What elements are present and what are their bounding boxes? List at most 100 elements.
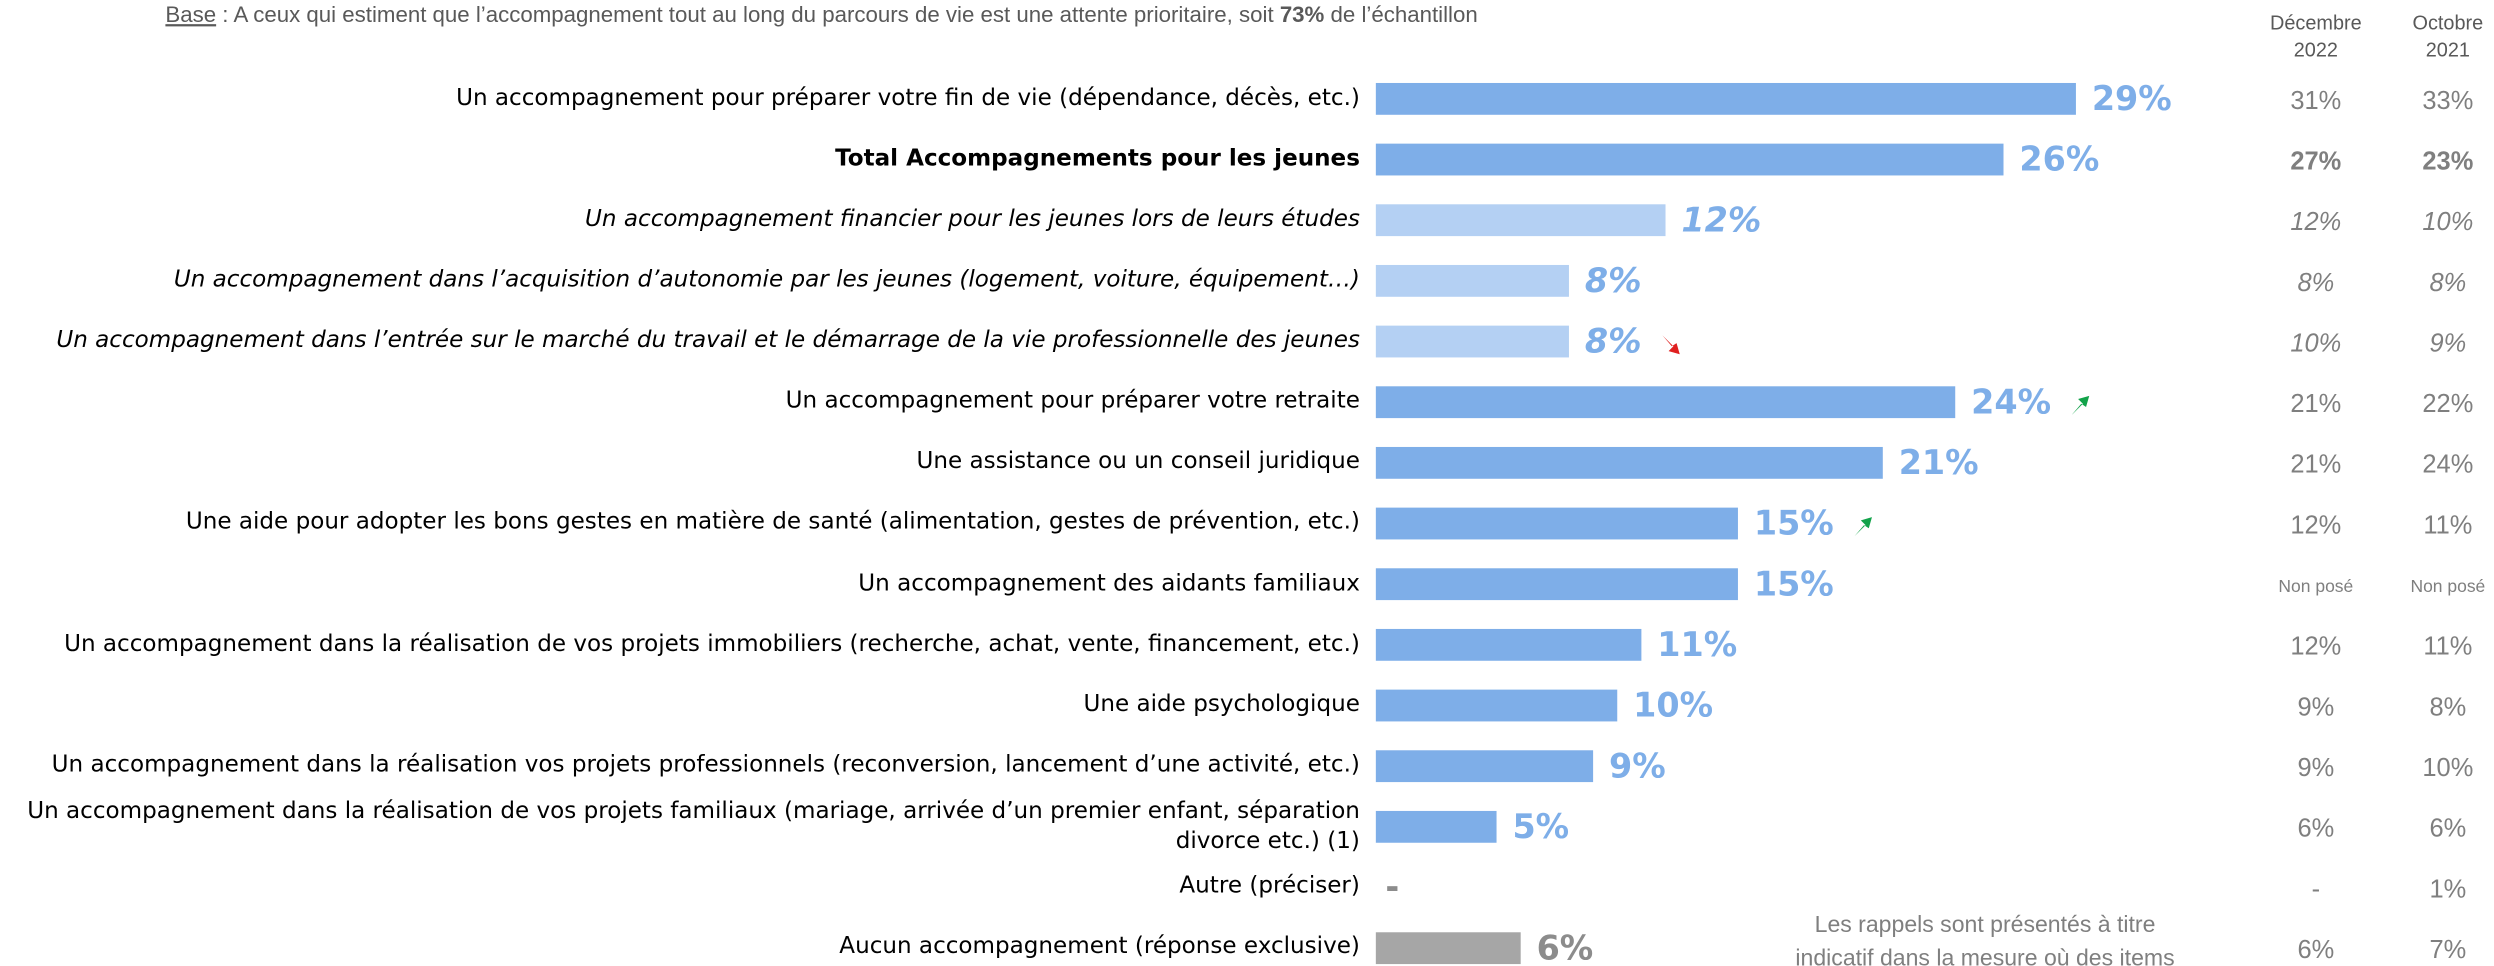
category-label: Un accompagnement financier pour les jeu… (585, 206, 1360, 233)
footnote: Les rappels sont présentés à titre (1815, 911, 2156, 937)
category-label: Autre (préciser) (1179, 873, 1360, 900)
bar (1375, 932, 1521, 965)
value-label: 10% (1633, 686, 1713, 725)
category-label: Un accompagnement dans l’acquisition d’a… (173, 267, 1360, 293)
arrow-shape (1854, 517, 1872, 537)
bar (1375, 810, 1497, 843)
footnote: indicatif dans la mesure où des items (1795, 944, 2174, 966)
value-label: 15% (1754, 564, 1834, 603)
category-label: Un accompagnement dans la réalisation vo… (51, 752, 1360, 779)
category-label-box: Total Accompagnements pour les jeunes (835, 145, 1360, 172)
base-note: Base : A ceux qui estiment que l’accompa… (165, 2, 1477, 27)
value-label: 24% (1971, 382, 2051, 421)
comparison-value: - (2312, 875, 2320, 903)
bar (1375, 143, 2004, 176)
category-label-box: Une aide pour adopter les bons gestes en… (185, 509, 1360, 536)
comparison-value: 9% (2429, 329, 2466, 357)
bar (1375, 750, 1594, 783)
category-label: Une aide pour adopter les bons gestes en… (185, 509, 1360, 536)
base-highlight: 73% (1280, 2, 1325, 27)
comparison-value: 27% (2290, 147, 2341, 175)
category-label-box: Un accompagnement pour préparer votre fi… (456, 85, 1360, 111)
category-label-box: Un accompagnement dans la réalisation vo… (51, 752, 1360, 779)
value-label: 15% (1754, 504, 1834, 543)
comparison-value: 12% (2290, 633, 2341, 661)
value-label: 21% (1899, 443, 1979, 482)
category-label-box: Un accompagnement financier pour les jeu… (585, 206, 1360, 233)
value-label: - (1385, 868, 1399, 907)
arrow-shape (2071, 395, 2090, 415)
column-header: Décembre (2270, 12, 2362, 34)
comparison-value: 11% (2423, 633, 2472, 661)
bar (1375, 204, 1666, 237)
comparison-value: 33% (2422, 87, 2473, 115)
value-label: 8% (1585, 261, 1642, 300)
category-label-box: Un accompagnement dans l’entrée sur le m… (56, 327, 1360, 354)
bar (1375, 325, 1569, 358)
category-label-box: Un accompagnement dans la réalisation de… (27, 798, 1360, 854)
comparison-value: 6% (2297, 936, 2334, 964)
comparison-value: 9% (2297, 693, 2334, 721)
comparison-value: 12% (2290, 208, 2341, 236)
base-text: de l’échantillon (1324, 2, 1477, 27)
comparison-value: 11% (2423, 511, 2472, 539)
category-label: Une assistance ou un conseil juridique (916, 449, 1360, 475)
comparison-value: 10% (2422, 754, 2473, 782)
value-label: 12% (1681, 200, 1761, 239)
category-label: Aucun accompagnement (réponse exclusive) (839, 934, 1360, 961)
base-label: Base (165, 2, 216, 27)
value-label: 29% (2092, 79, 2172, 118)
value-label: 26% (2019, 140, 2099, 179)
value-label: 6% (1537, 928, 1594, 966)
category-label-box: Un accompagnement des aidants familiaux (858, 570, 1360, 597)
column-header: 2022 (2294, 39, 2338, 61)
column-header: Octobre (2413, 12, 2484, 34)
bar (1375, 689, 1618, 722)
category-label: Un accompagnement dans l’entrée sur le m… (56, 327, 1360, 354)
bar (1375, 446, 1883, 479)
category-label: Un accompagnement dans la réalisation de… (64, 631, 1360, 657)
category-label: Un accompagnement pour préparer votre re… (785, 388, 1360, 415)
value-label: 5% (1512, 807, 1569, 846)
comparison-value: 8% (2429, 693, 2466, 721)
trend-down-arrow (1662, 335, 1680, 355)
base-text: : A ceux qui estiment que l’accompagneme… (216, 2, 1280, 27)
trend-up-arrow (1854, 517, 1872, 537)
comparison-value: 8% (2297, 269, 2334, 297)
comparison-value: 23% (2422, 147, 2473, 175)
category-label-box: Une aide psychologique (1083, 691, 1360, 718)
comparison-value: 8% (2429, 269, 2466, 297)
category-label-box: Un accompagnement pour préparer votre re… (785, 388, 1360, 415)
comparison-value: 12% (2290, 511, 2341, 539)
arrow-shape (1662, 335, 1680, 355)
value-label: 8% (1585, 322, 1642, 361)
category-label-box: Une assistance ou un conseil juridique (916, 449, 1360, 475)
bar (1375, 386, 1956, 419)
comparison-value: 10% (2422, 208, 2473, 236)
bar (1375, 568, 1738, 601)
value-label: 9% (1609, 746, 1666, 785)
category-label: Une aide psychologique (1083, 691, 1360, 718)
category-label: Un accompagnement des aidants familiaux (858, 570, 1360, 597)
category-label: Total Accompagnements pour les jeunes (835, 145, 1360, 172)
trend-up-arrow (2071, 395, 2090, 415)
comparison-value: 7% (2429, 936, 2466, 964)
category-label-box: Un accompagnement dans l’acquisition d’a… (173, 267, 1360, 293)
comparison-value: Non posé (2278, 576, 2353, 596)
comparison-value: 31% (2290, 87, 2341, 115)
column-header: 2021 (2426, 39, 2470, 61)
comparison-value: Non posé (2410, 576, 2485, 596)
comparison-value: 21% (2290, 390, 2341, 418)
comparison-value: 9% (2297, 754, 2334, 782)
category-label-box: Aucun accompagnement (réponse exclusive) (839, 934, 1360, 961)
category-label: Un accompagnement pour préparer votre fi… (456, 85, 1360, 111)
category-label: Un accompagnement dans la réalisation de… (27, 798, 1360, 854)
category-label-box: Autre (préciser) (1179, 873, 1360, 900)
category-label-box: Un accompagnement dans la réalisation de… (64, 631, 1360, 657)
bar (1375, 82, 2076, 115)
comparison-value: 10% (2290, 329, 2341, 357)
bar (1375, 507, 1738, 540)
value-label: 11% (1657, 625, 1737, 664)
comparison-value: 6% (2297, 815, 2334, 843)
